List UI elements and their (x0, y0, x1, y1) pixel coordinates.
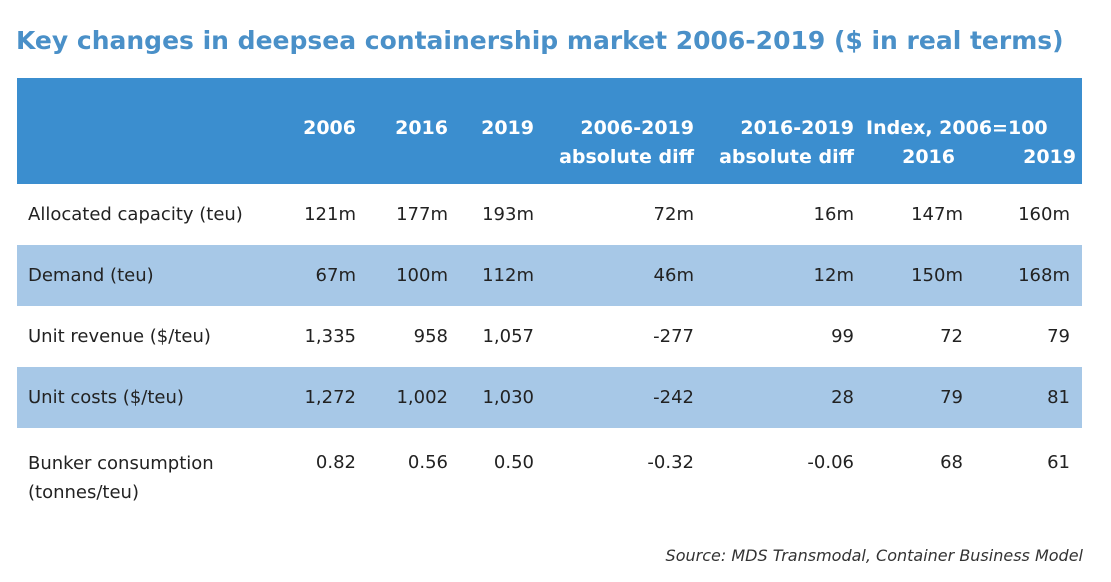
header-diff-2006-2019-line2: absolute diff (559, 146, 694, 168)
cell-index: 150m 168m (860, 245, 1082, 306)
header-diff-2016-2019-line1: 2016-2019 (740, 117, 854, 139)
cell-diff-2016-2019: -0.06 (807, 452, 854, 473)
table-row: Allocated capacity (teu) 121m 177m 193m 72m 1… (17, 184, 1082, 245)
header-row: 2006 2016 2019 2006-2019 absolute diff 2… (17, 78, 1082, 184)
cell-v2016: 177m (396, 204, 448, 225)
cell-diff-2016-2019: 28 (831, 387, 854, 408)
cell-index: 68 61 (860, 428, 1082, 510)
cell-index-2016: 147m (911, 204, 963, 225)
cell-diff-2016-2019: 12m (813, 265, 854, 286)
header-diff-2006-2019: 2006-2019 absolute diff (540, 78, 700, 184)
cell-index-2019: 81 (1047, 387, 1070, 408)
header-index-title: Index, 2006=100 (866, 117, 1048, 139)
cell-v2006: 1,335 (304, 326, 356, 347)
cell-diff-2006-2019: -242 (653, 387, 694, 408)
cell-diff-2006-2019: -277 (653, 326, 694, 347)
cell-index-2019: 160m (1018, 204, 1070, 225)
cell-diff-2006-2019: 46m (653, 265, 694, 286)
header-2019: 2019 (481, 117, 534, 139)
table-body: Allocated capacity (teu) 121m 177m 193m 72m 1… (17, 184, 1082, 510)
row-label: Bunker consumption (tonnes/teu) (28, 453, 214, 503)
cell-v2019: 193m (482, 204, 534, 225)
cell-v2016: 1,002 (396, 387, 448, 408)
cell-v2019: 0.50 (493, 452, 534, 473)
cell-index: 147m 160m (860, 184, 1082, 245)
header-diff-2016-2019-line2: absolute diff (719, 146, 854, 168)
table-row: Unit costs ($/teu) 1,272 1,002 1,030 -242 28 7… (17, 367, 1082, 428)
row-label: Unit revenue ($/teu) (28, 326, 211, 347)
header-2016: 2016 (395, 117, 448, 139)
row-label: Demand (teu) (28, 265, 154, 286)
cell-v2019: 112m (482, 265, 534, 286)
table-row: Unit revenue ($/teu) 1,335 958 1,057 -277 99 7… (17, 306, 1082, 367)
table-row: Demand (teu) 67m 100m 112m 46m 12m 150m 168m (17, 245, 1082, 306)
cell-v2006: 121m (304, 204, 356, 225)
cell-index: 72 79 (860, 306, 1082, 367)
cell-diff-2016-2019: 16m (813, 204, 854, 225)
header-diff-2016-2019: 2016-2019 absolute diff (700, 78, 860, 184)
cell-v2019: 1,057 (482, 326, 534, 347)
cell-v2006: 67m (315, 265, 356, 286)
cell-v2019: 1,030 (482, 387, 534, 408)
cell-index-2019: 61 (1047, 452, 1070, 473)
header-index-2019: 2019 (1023, 146, 1076, 168)
header-index: Index, 2006=100 2016 2019 (860, 78, 1082, 184)
cell-diff-2006-2019: 72m (653, 204, 694, 225)
header-2006: 2006 (303, 117, 356, 139)
data-table: 2006 2016 2019 2006-2019 absolute diff 2… (17, 78, 1082, 510)
cell-v2006: 1,272 (304, 387, 356, 408)
cell-v2016: 100m (396, 265, 448, 286)
cell-index: 79 81 (860, 367, 1082, 428)
cell-diff-2006-2019: -0.32 (647, 452, 694, 473)
header-label-cell (17, 78, 282, 184)
cell-index-2019: 79 (1047, 326, 1070, 347)
cell-index-2016: 79 (940, 387, 963, 408)
cell-diff-2016-2019: 99 (831, 326, 854, 347)
cell-index-2016: 72 (940, 326, 963, 347)
chart-title: Key changes in deepsea containership mar… (16, 26, 1064, 55)
cell-v2006: 0.82 (315, 452, 356, 473)
row-label: Allocated capacity (teu) (28, 204, 243, 225)
cell-index-2016: 150m (911, 265, 963, 286)
header-diff-2006-2019-line1: 2006-2019 (580, 117, 694, 139)
header-index-years: 2016 2019 (860, 143, 1076, 172)
cell-v2016: 958 (413, 326, 448, 347)
source-note: Source: MDS Transmodal, Container Busine… (665, 546, 1083, 565)
row-label: Unit costs ($/teu) (28, 387, 184, 408)
header-index-2016: 2016 (902, 146, 955, 168)
table-row: Bunker consumption (tonnes/teu) 0.82 0.56 0… (17, 428, 1082, 510)
cell-index-2019: 168m (1018, 265, 1070, 286)
cell-v2016: 0.56 (407, 452, 448, 473)
cell-index-2016: 68 (940, 452, 963, 473)
